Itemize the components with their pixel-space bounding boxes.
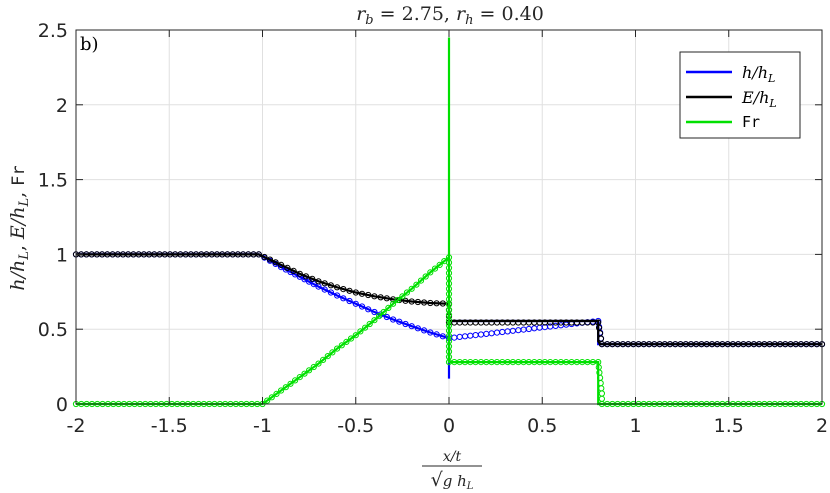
legend-label-fr: Fr: [742, 113, 760, 131]
data-marker: [310, 281, 317, 288]
data-marker: [413, 281, 420, 288]
data-marker: [343, 338, 350, 345]
y-axis-label-text: h/hL, E/hL, Fr: [7, 165, 32, 290]
data-marker: [292, 377, 299, 384]
legend: h/hL E/hL Fr: [679, 51, 801, 139]
data-marker: [348, 335, 355, 342]
data-marker: [264, 397, 271, 404]
data-marker: [431, 265, 439, 272]
data-marker: [268, 394, 275, 401]
tick-labels: -2 -1.5 -1 -0.5 0 0.5 1 1.5 2 0 0.5 1 1.5 2 2.5: [38, 20, 828, 437]
y-tick-label: 0: [56, 394, 68, 416]
x-tick-label: -2: [67, 415, 86, 437]
data-marker: [278, 261, 285, 268]
x-tick-label: -1: [253, 415, 272, 437]
data-marker: [334, 345, 341, 352]
data-marker: [278, 387, 285, 394]
x-tick-label: -0.5: [337, 415, 374, 437]
data-marker: [417, 277, 425, 284]
data-marker: [380, 308, 387, 316]
data-marker: [287, 380, 294, 387]
data-marker: [436, 261, 443, 268]
data-marker: [376, 313, 383, 320]
series-line: [76, 253, 822, 346]
data-marker: [324, 353, 331, 360]
data-marker: [427, 269, 434, 276]
panel-label: b): [80, 34, 99, 55]
data-marker: [357, 328, 364, 335]
legend-box: [679, 51, 801, 139]
y-axis-label: h/hL, E/hL, Fr: [7, 165, 32, 290]
data-marker: [284, 264, 291, 271]
data-marker: [320, 356, 327, 363]
data-marker: [306, 367, 313, 374]
data-marker: [296, 374, 303, 381]
y-tick-label: 0.5: [38, 319, 68, 341]
series-2: [72, 251, 826, 348]
x-tick-label: 1.5: [714, 415, 744, 437]
data-marker: [399, 293, 406, 300]
x-axis-label-denominator: √g hL: [431, 469, 474, 492]
y-tick-label: 1: [56, 244, 68, 266]
data-marker: [422, 273, 429, 280]
data-marker: [403, 289, 411, 296]
y-tick-label: 2: [56, 95, 68, 117]
data-marker: [338, 342, 345, 349]
data-marker: [310, 363, 317, 371]
data-marker: [352, 332, 359, 339]
x-tick-label: 1: [629, 415, 641, 437]
x-tick-label: 2: [816, 415, 828, 437]
data-marker: [385, 304, 392, 311]
x-axis-label-numerator: x/t: [443, 449, 462, 465]
data-marker: [394, 296, 401, 304]
ticks: [75, 29, 823, 405]
y-tick-label: 2.5: [38, 20, 68, 42]
data-marker: [273, 390, 280, 397]
legend-label-h: h/hL: [742, 63, 775, 85]
data-marker: [315, 360, 322, 367]
x-tick-label: 0.5: [527, 415, 557, 437]
x-axis-label: x/t √g hL: [422, 449, 482, 492]
data-marker: [390, 300, 397, 307]
data-marker: [408, 285, 415, 292]
chart-title: rb = 2.75, rh = 0.40: [356, 3, 544, 28]
data-marker: [371, 317, 378, 324]
data-marker: [282, 384, 289, 391]
data-marker: [301, 370, 308, 377]
x-tick-label: 0: [443, 415, 455, 437]
data-marker: [362, 324, 369, 331]
data-marker: [329, 349, 336, 356]
data-marker: [366, 320, 373, 328]
legend-label-e: E/hL: [741, 88, 777, 110]
series-line: [76, 37, 822, 406]
y-tick-label: 1.5: [38, 170, 68, 192]
x-tick-label: -1.5: [151, 415, 188, 437]
